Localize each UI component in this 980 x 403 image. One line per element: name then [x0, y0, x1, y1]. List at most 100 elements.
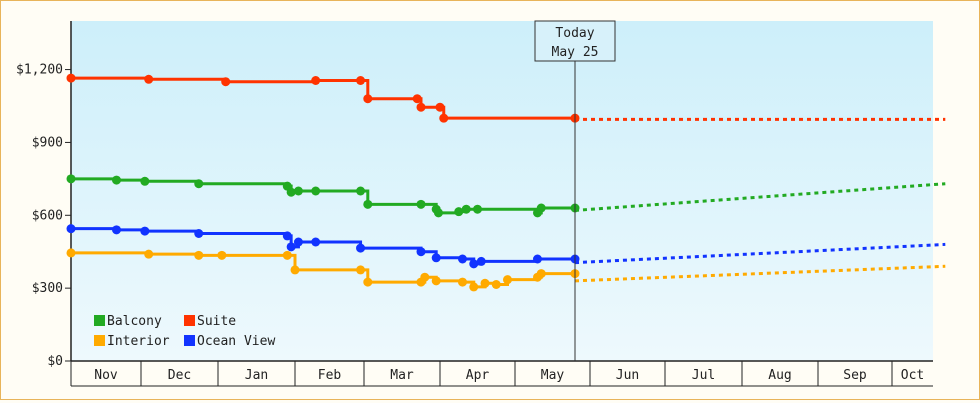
data-point [412, 94, 422, 104]
data-point [461, 204, 471, 214]
data-point [286, 242, 296, 252]
y-tick-label: $0 [47, 354, 63, 369]
data-point [363, 277, 373, 287]
data-point [420, 272, 430, 282]
x-tick-label: Jan [245, 368, 268, 383]
today-date: May 25 [552, 45, 599, 60]
data-point [536, 269, 546, 279]
x-tick-label: Mar [390, 368, 414, 383]
today-marker: Today May 25 [534, 20, 616, 361]
legend-label: Ocean View [197, 334, 275, 349]
legend-item: Balcony [94, 314, 162, 329]
series-interior [66, 248, 946, 292]
y-tick-label: $900 [32, 135, 63, 150]
y-axis: $0 $300 $600 $900 $1,200 [16, 21, 72, 369]
data-point [112, 175, 121, 185]
data-point [356, 76, 366, 85]
legend-label: Balcony [107, 314, 162, 329]
x-tick-label: Jul [692, 368, 715, 383]
data-point [140, 176, 150, 186]
data-point [144, 74, 154, 84]
data-point [491, 280, 501, 289]
data-point [416, 102, 426, 112]
today-box [534, 20, 616, 62]
x-axis: Nov Dec Jan Feb Mar Apr May Jun Jul Aug Sep Oct [70, 360, 933, 387]
forecast-line [574, 242, 946, 265]
today-label: Today [555, 26, 594, 41]
x-tick-label: May [541, 368, 565, 383]
legend-label: Interior [107, 334, 170, 349]
x-tick-label: Oct [901, 368, 924, 383]
data-point [363, 199, 373, 209]
data-point [311, 237, 321, 247]
data-point [458, 277, 467, 287]
data-point [503, 275, 512, 285]
y-tick-label: $1,200 [16, 63, 63, 78]
forecast-line [574, 264, 946, 283]
legend: Balcony Suite Interior Ocean View [94, 314, 275, 349]
data-point [194, 250, 204, 260]
x-tick-label: Aug [768, 368, 791, 383]
legend-label: Suite [197, 314, 236, 329]
legend-swatch [94, 315, 105, 326]
legend-swatch [184, 335, 195, 346]
series-group [66, 73, 946, 292]
series-balcony [66, 174, 946, 218]
data-point [469, 282, 479, 292]
data-point [66, 248, 76, 258]
x-tick-label: Apr [466, 368, 490, 383]
y-tick-label: $600 [32, 208, 63, 223]
data-point [221, 77, 231, 87]
series-ocean-view [66, 224, 946, 269]
data-point [435, 102, 445, 112]
data-point [144, 249, 154, 259]
data-point [356, 186, 366, 196]
data-point [194, 229, 204, 238]
forecast-line [574, 182, 946, 212]
data-point [293, 186, 303, 196]
data-point [431, 253, 441, 263]
legend-item: Interior [94, 334, 170, 349]
data-point [416, 247, 426, 257]
data-point [533, 254, 542, 264]
data-point [536, 203, 546, 213]
plot-area [71, 21, 933, 361]
data-point [282, 231, 292, 241]
data-point [140, 226, 150, 236]
data-point [286, 187, 296, 197]
data-point [66, 73, 76, 83]
data-point [112, 225, 121, 235]
data-point [217, 250, 227, 260]
data-point [363, 94, 373, 104]
x-tick-label: Nov [94, 368, 118, 383]
data-point [433, 208, 443, 218]
data-point [356, 265, 366, 275]
data-point [66, 174, 76, 184]
legend-item: Suite [184, 314, 236, 329]
data-point [431, 276, 441, 286]
data-point [282, 250, 292, 260]
y-tick-label: $300 [32, 281, 63, 296]
data-point [476, 256, 486, 266]
data-point [356, 243, 366, 253]
x-tick-label: Sep [843, 368, 867, 383]
x-tick-label: Dec [168, 368, 191, 383]
data-point [311, 76, 321, 85]
data-point [480, 278, 490, 288]
data-point [473, 204, 482, 214]
legend-item: Ocean View [184, 334, 275, 349]
x-tick-label: Feb [318, 368, 342, 383]
data-point [454, 207, 464, 217]
data-point [458, 254, 467, 264]
legend-swatch [94, 335, 105, 346]
data-point [290, 265, 300, 275]
legend-swatch [184, 315, 195, 326]
data-point [416, 199, 426, 209]
data-point [293, 237, 303, 247]
data-point [439, 113, 449, 123]
data-point [469, 259, 479, 269]
data-point [194, 179, 204, 189]
data-point [66, 224, 76, 234]
